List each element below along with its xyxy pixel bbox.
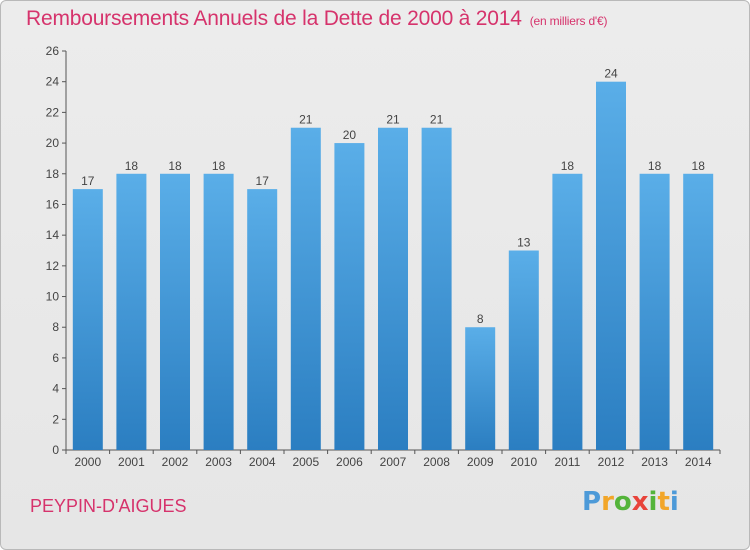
bar — [72, 189, 103, 450]
bar — [465, 327, 496, 450]
bar — [290, 127, 321, 450]
bar-value-label: 18 — [212, 159, 226, 173]
place-name: PEYPIN-D'AIGUES — [30, 496, 187, 516]
bar — [421, 127, 452, 450]
y-tick-label: 10 — [46, 290, 60, 304]
logo-letter: o — [613, 487, 632, 517]
y-tick-label: 18 — [46, 167, 60, 181]
bar — [160, 173, 190, 450]
y-tick-label: 26 — [46, 44, 60, 58]
logo-letter: i — [669, 487, 679, 517]
x-tick-label: 2005 — [292, 455, 319, 469]
chart-bars: 17 18 18 18 17 21 20 21 21 8 13 18 24 18 18 — [72, 67, 714, 451]
x-tick-label: 2006 — [336, 455, 363, 469]
bar — [596, 81, 626, 450]
bar-value-label: 17 — [81, 174, 95, 188]
x-tick-label: 2003 — [205, 455, 232, 469]
y-tick-label: 14 — [46, 228, 60, 242]
y-tick-label: 12 — [46, 259, 60, 273]
y-tick-label: 20 — [46, 136, 60, 150]
bar-value-label: 17 — [256, 174, 270, 188]
bar — [334, 143, 365, 451]
bar-value-label: 8 — [477, 312, 484, 326]
logo-letter: r — [601, 487, 614, 517]
bar — [683, 173, 714, 450]
y-tick-label: 22 — [46, 105, 60, 119]
logo-letter: t — [657, 487, 670, 517]
bar-value-label: 24 — [604, 67, 618, 81]
proxiti-logo: Proxiti — [582, 487, 679, 517]
bar-value-label: 18 — [168, 159, 182, 173]
bar-value-label: 21 — [299, 113, 313, 127]
logo-letter: i — [648, 487, 658, 517]
x-tick-label: 2004 — [249, 455, 276, 469]
bar-value-label: 18 — [648, 159, 662, 173]
chart-title: Remboursements Annuels de la Dette de 20… — [26, 7, 607, 31]
x-tick-label: 2002 — [162, 455, 189, 469]
x-tick-label: 2014 — [685, 455, 712, 469]
bar-value-label: 21 — [386, 113, 400, 127]
x-tick-label: 2000 — [74, 455, 101, 469]
logo-letter: P — [582, 487, 602, 517]
bar-value-label: 21 — [430, 113, 444, 127]
x-tick-label: 2011 — [554, 455, 580, 469]
y-tick-label: 4 — [52, 382, 59, 396]
x-tick-label: 2012 — [598, 455, 625, 469]
chart-subtitle: (en milliers d'€) — [529, 14, 608, 28]
bar-value-label: 13 — [517, 236, 531, 250]
bar — [203, 173, 234, 450]
bar-value-label: 20 — [343, 128, 357, 142]
y-tick-label: 16 — [46, 197, 60, 211]
x-tick-label: 2007 — [380, 455, 407, 469]
x-tick-label: 2008 — [423, 455, 450, 469]
y-tick-label: 2 — [52, 412, 59, 426]
bar-value-label: 18 — [125, 159, 139, 173]
y-tick-label: 24 — [46, 75, 60, 89]
bar — [378, 127, 408, 450]
bar-value-label: 18 — [561, 159, 575, 173]
x-tick-label: 2009 — [467, 455, 494, 469]
chart-title-text: Remboursements Annuels de la Dette de 20… — [26, 7, 522, 30]
y-tick-label: 0 — [52, 443, 59, 457]
bar — [508, 250, 539, 450]
logo-letter: x — [631, 487, 649, 517]
bar — [116, 173, 147, 450]
bar — [552, 173, 583, 450]
bar-value-label: 18 — [692, 159, 706, 173]
x-tick-label: 2001 — [118, 455, 145, 469]
bar — [639, 173, 670, 450]
bar — [247, 189, 278, 450]
y-tick-label: 6 — [52, 351, 59, 365]
y-tick-label: 8 — [52, 320, 59, 334]
x-tick-label: 2010 — [510, 455, 537, 469]
x-tick-label: 2013 — [641, 455, 668, 469]
